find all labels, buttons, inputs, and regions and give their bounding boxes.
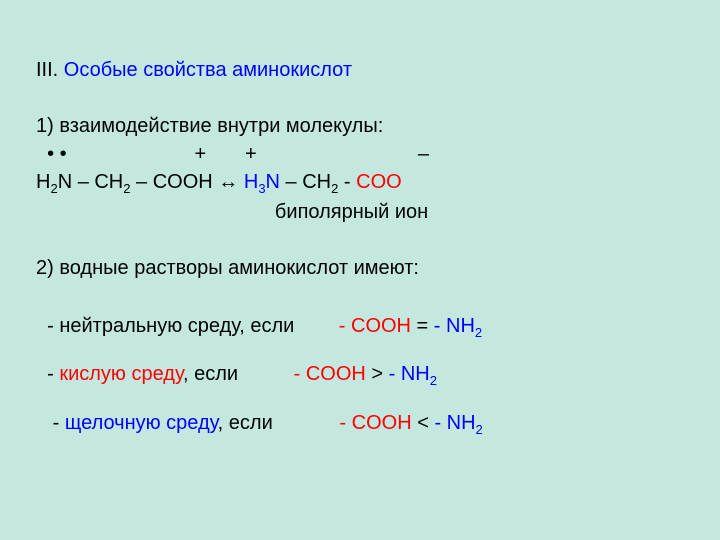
item2-neutral: - нейтральную среду, если - COOH = - NH2 (36, 312, 684, 342)
item1-equation: H2N – CH2 – COOH ↔ H3N – CH2 - COO (36, 168, 684, 198)
heading-roman: III. (36, 59, 58, 81)
heading-title: Особые свойства аминокислот (58, 59, 352, 81)
item1-label: 1) взаимодействие внутри молекулы: (36, 112, 684, 140)
item1-charges: • • + + – (36, 140, 684, 168)
heading: III. Особые свойства аминокислот (36, 56, 684, 84)
item2-label: 2) водные растворы аминокислот имеют: (36, 254, 684, 282)
item1-caption: биполярный ион (36, 198, 684, 226)
item2-acidic: - кислую среду, если - COOH > - NH2 (36, 360, 684, 390)
item2-basic: - щелочную среду, если - COOH < - NH2 (36, 409, 684, 439)
